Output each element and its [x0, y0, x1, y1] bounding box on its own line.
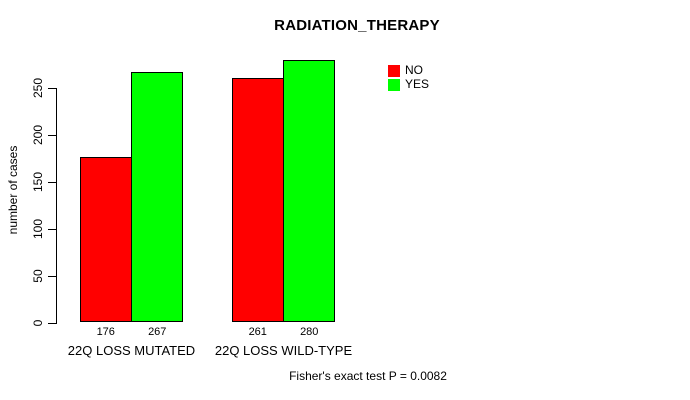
bar-value-label: 176 — [96, 326, 115, 338]
legend: NO YES — [388, 64, 429, 92]
bar-value-label: 280 — [300, 326, 319, 338]
bar-value-label: 267 — [148, 326, 167, 338]
bar-no-group1 — [80, 157, 132, 323]
y-axis-label: number of cases — [6, 145, 20, 235]
bar-yes-group1 — [130, 72, 183, 323]
y-tick-mark — [48, 88, 56, 89]
legend-label: YES — [405, 77, 430, 91]
legend-item-yes: YES — [388, 78, 429, 91]
y-tick-label: 250 — [31, 77, 45, 99]
y-tick-mark — [48, 228, 56, 230]
y-tick-mark — [48, 322, 56, 324]
y-axis-line — [56, 88, 57, 324]
y-tick-label: 200 — [31, 124, 45, 145]
y-tick-label: 50 — [31, 268, 45, 283]
y-tick-label: 100 — [31, 218, 45, 239]
y-tick-mark — [48, 134, 56, 136]
bar-value-label: 261 — [248, 326, 267, 338]
y-tick-label: 0 — [31, 319, 45, 326]
legend-swatch-yes — [388, 78, 400, 91]
legend-label: NO — [405, 63, 423, 77]
legend-swatch-no — [388, 64, 400, 77]
y-tick-mark — [48, 275, 56, 277]
bar-yes-group2 — [282, 59, 335, 323]
category-label: 22Q LOSS MUTATED — [67, 343, 196, 358]
y-tick-mark — [48, 181, 56, 183]
legend-item-no: NO — [388, 64, 429, 77]
category-label: 22Q LOSS WILD-TYPE — [214, 343, 353, 358]
bar-no-group2 — [232, 77, 284, 323]
chart-title: RADIATION_THERAPY — [274, 17, 440, 34]
y-tick-label: 150 — [31, 171, 45, 192]
pvalue-annotation: Fisher's exact test P = 0.0082 — [289, 369, 447, 383]
